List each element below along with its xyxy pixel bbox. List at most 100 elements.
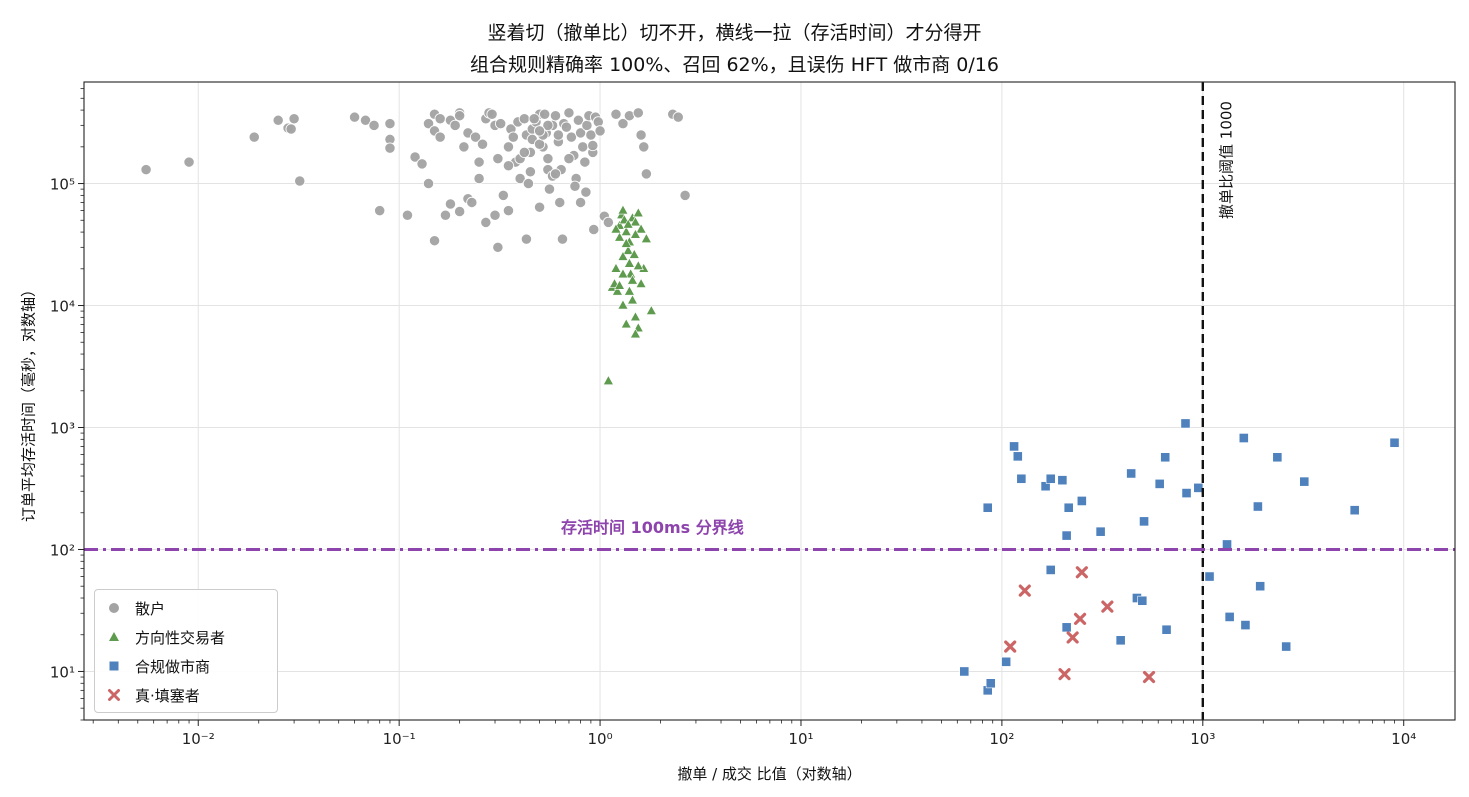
retail-point	[533, 201, 546, 213]
retail-point	[422, 177, 435, 190]
circle-marker-icon	[109, 603, 119, 613]
directional-point	[622, 218, 634, 229]
square-marker-icon	[109, 661, 119, 671]
directional-point	[626, 274, 638, 285]
legend-item-retail: 散户	[107, 597, 165, 619]
retail-point	[285, 123, 297, 135]
retail-point	[520, 233, 533, 245]
retail-point	[449, 119, 461, 131]
retail-point	[368, 119, 380, 131]
spoofer-point	[1073, 612, 1087, 625]
directional-point	[629, 228, 641, 239]
retail-point	[466, 196, 478, 209]
retail-point	[439, 209, 452, 221]
y-tick-label: 10¹	[50, 663, 75, 681]
retail-point	[489, 209, 501, 221]
spoofer-point	[1066, 631, 1079, 644]
retail-point	[401, 209, 414, 221]
directional-point	[640, 233, 652, 243]
retail-point	[563, 152, 575, 165]
retail-point	[384, 142, 396, 154]
retail-point	[458, 141, 470, 153]
spoofer-point	[1018, 584, 1031, 597]
market-maker-point	[1045, 473, 1056, 484]
x-tick-label: 10⁻²	[182, 730, 215, 748]
retail-point	[492, 152, 504, 165]
directional-point	[629, 311, 641, 322]
directional-point	[623, 285, 635, 296]
market-maker-point	[1009, 441, 1019, 452]
retail-point	[569, 180, 581, 192]
retail-point	[507, 131, 519, 143]
x-tick-label: 10¹	[788, 730, 813, 748]
threshold-annotation: 撤单比阈值 1000	[1217, 101, 1236, 219]
legend-label: 合规做市商	[135, 657, 211, 676]
retail-point	[580, 186, 592, 198]
directional-point	[620, 318, 632, 329]
directional-point	[602, 375, 614, 385]
retail-point	[588, 223, 600, 236]
market-maker-point	[1222, 539, 1232, 550]
spoofer-point	[1142, 670, 1156, 684]
retail-point	[539, 108, 551, 120]
retail-point	[579, 156, 591, 168]
market-maker-point	[1272, 452, 1283, 463]
retail-point	[502, 141, 515, 153]
retail-point	[473, 172, 485, 185]
chart-title-line-1: 竖着切（撤单比）切不开，横线一拉（存活时间）才分得开	[487, 22, 982, 44]
retail-point	[556, 233, 569, 245]
x-marker-icon	[108, 689, 120, 701]
directional-point	[617, 268, 629, 279]
retail-point	[560, 121, 573, 133]
retail-point	[453, 205, 466, 218]
spoofer-point	[1075, 566, 1088, 579]
legend-label: 方向性交易者	[135, 628, 226, 647]
market-maker-point	[1040, 481, 1051, 492]
retail-point	[480, 216, 492, 229]
triangle-marker-icon	[109, 632, 119, 641]
retail-point	[486, 108, 498, 120]
x-tick-label: 10⁴	[1391, 730, 1416, 748]
retail-point	[416, 158, 428, 170]
market-maker-point	[1076, 496, 1087, 506]
retail-point	[288, 113, 300, 125]
directional-point	[629, 328, 641, 339]
chart-title-line-2: 组合规则精确率 100%、召回 62%，且误伤 HFT 做市商 0/16	[470, 54, 999, 76]
retail-point	[294, 175, 306, 187]
retail-point	[434, 131, 446, 143]
retail-point	[543, 183, 556, 195]
retail-point	[549, 110, 562, 122]
chart-legend: 散户 方向性交易者 合规做市商 真·填塞者	[94, 589, 278, 713]
retail-point	[572, 114, 585, 126]
retail-point	[518, 113, 531, 125]
retail-point	[638, 141, 650, 153]
retail-point	[542, 152, 554, 165]
directional-point	[610, 262, 622, 273]
y-axis-label: 订单平均存活时间（毫秒，对数轴）	[19, 281, 38, 523]
market-maker-point	[1281, 641, 1292, 652]
market-maker-point	[1389, 437, 1400, 448]
y-tick-label: 10⁵	[50, 176, 75, 194]
market-maker-point	[1045, 565, 1056, 575]
retail-point	[672, 111, 684, 123]
market-maker-point	[982, 502, 993, 513]
market-maker-point	[1180, 418, 1191, 429]
directional-point	[632, 207, 644, 218]
directional-point	[620, 237, 632, 248]
retail-point	[359, 114, 372, 126]
retail-point	[272, 114, 284, 126]
retail-point	[617, 117, 629, 130]
market-maker-point	[1061, 530, 1072, 541]
retail-point	[542, 119, 554, 131]
y-tick-label: 10⁴	[50, 298, 75, 316]
retail-point	[348, 111, 361, 123]
retail-point	[610, 108, 622, 120]
x-tick-label: 10²	[989, 730, 1014, 748]
boundary-annotation: 存活时间 100ms 分界线	[561, 518, 744, 537]
retail-point	[422, 117, 435, 130]
spoofer-point	[1101, 600, 1114, 613]
retail-point	[632, 107, 644, 119]
retail-point	[409, 151, 421, 163]
market-maker-point	[1115, 635, 1126, 646]
